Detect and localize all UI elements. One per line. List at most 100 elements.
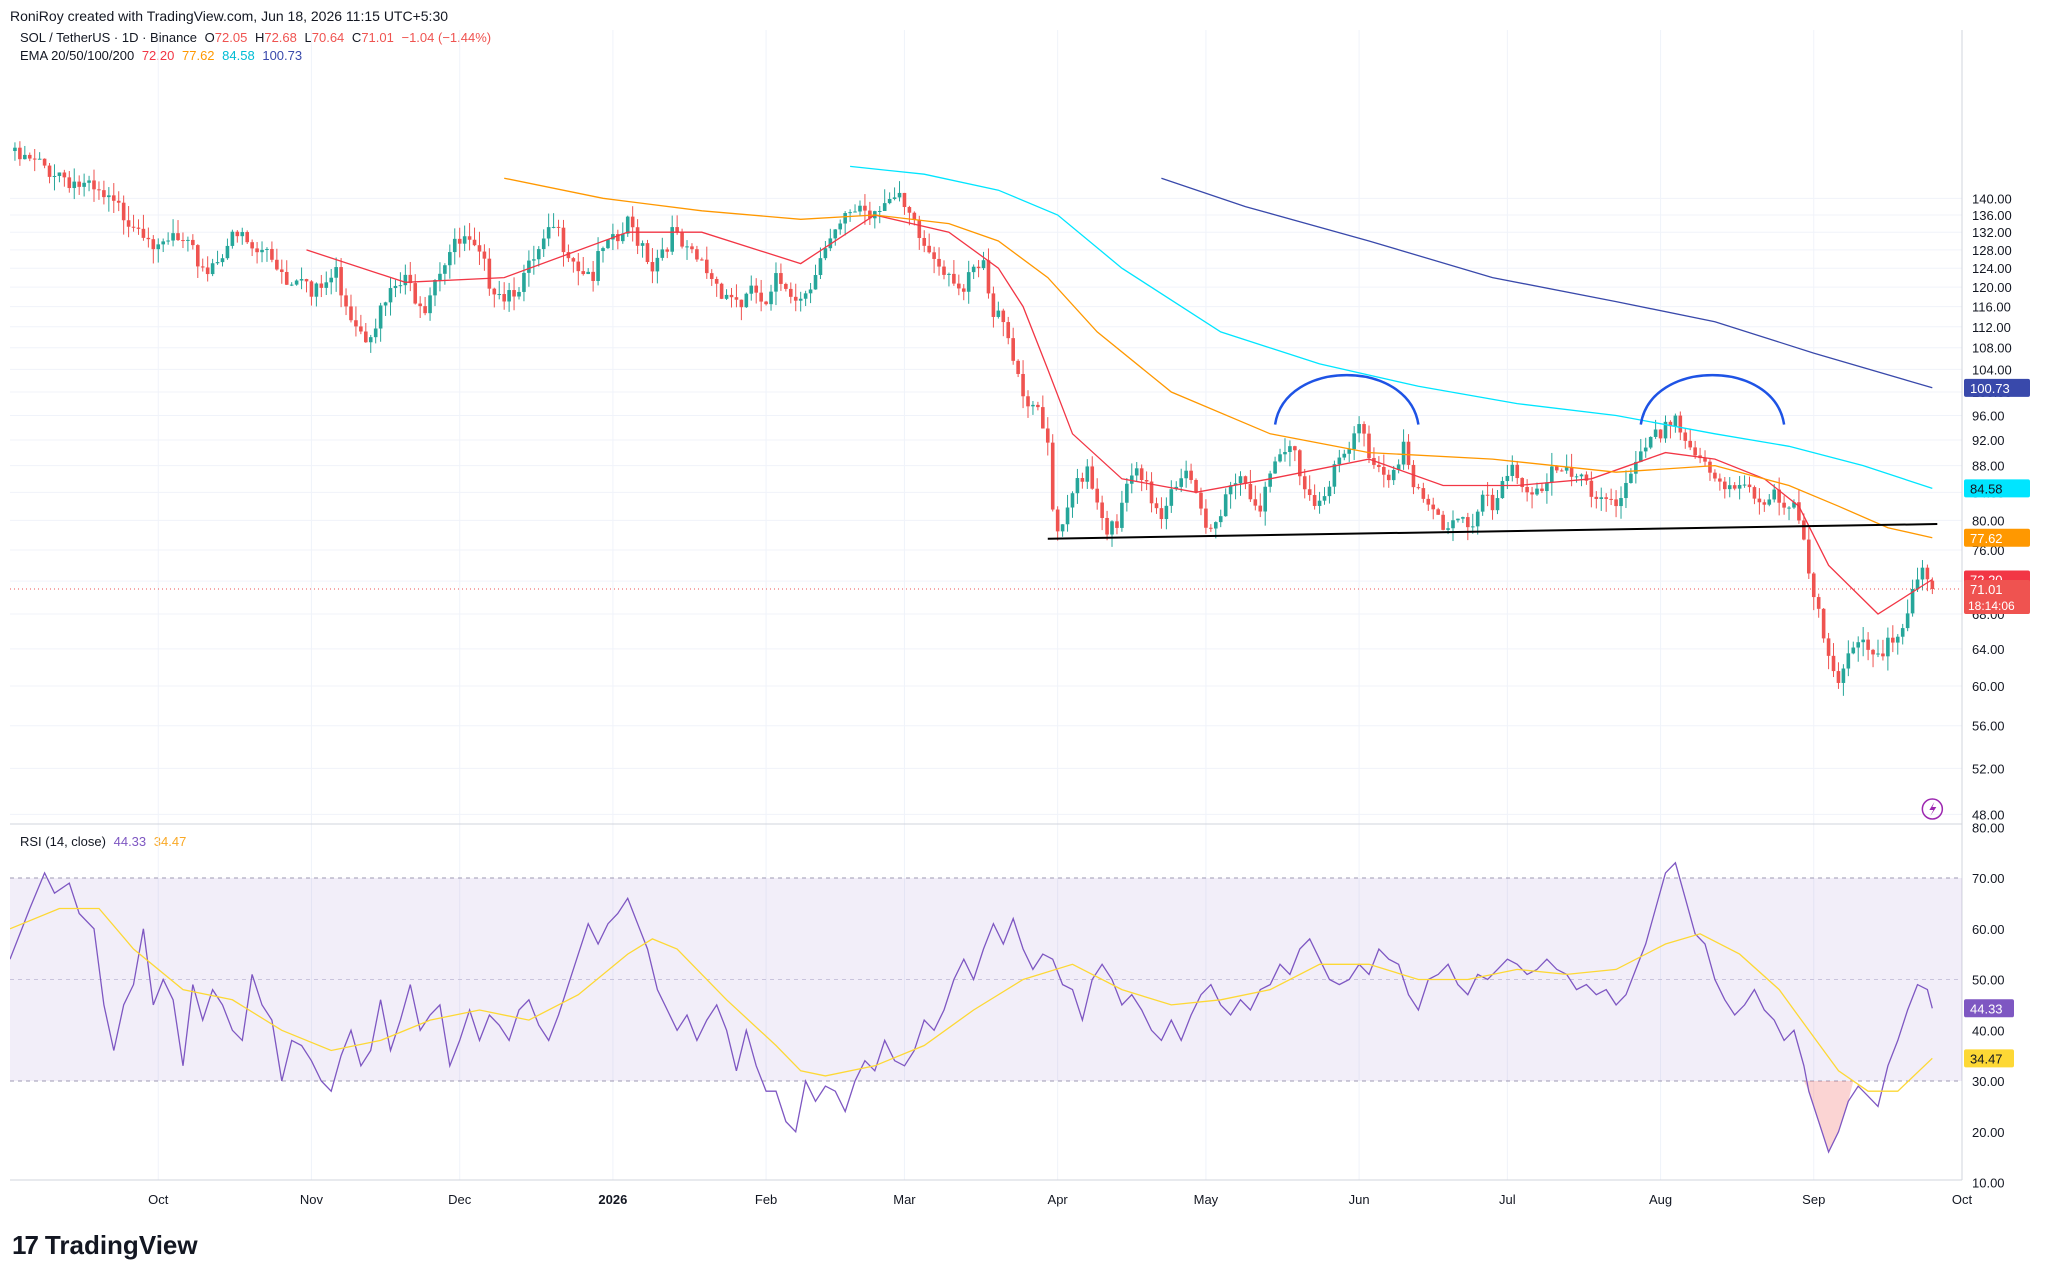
candle-body (1905, 613, 1910, 629)
candle-body (1352, 433, 1356, 450)
candle-body (1624, 482, 1628, 499)
candle-body (1451, 520, 1455, 529)
candle-body (823, 248, 828, 259)
candle-body (690, 246, 694, 250)
candle-body (1110, 521, 1114, 535)
candle-body (1658, 429, 1663, 439)
candle-body (156, 244, 161, 250)
candle-body (255, 248, 259, 253)
candle-body (1248, 483, 1253, 500)
candle-body (1777, 489, 1781, 503)
candle-body (546, 227, 551, 239)
candle-body (1500, 481, 1505, 499)
candle-body (1505, 475, 1510, 482)
candle-body (1638, 451, 1643, 462)
candle-body (561, 227, 566, 253)
candle-body (1367, 433, 1371, 458)
candle-body (1332, 464, 1337, 487)
candle-body (1594, 496, 1599, 499)
tradingview-logo-text: TradingView (44, 1230, 198, 1260)
ema100-value: 84.58 (222, 48, 255, 63)
candle-body (82, 182, 86, 187)
candle-body (1189, 470, 1193, 480)
rsi-tick-7: 10.00 (1972, 1176, 2005, 1191)
price-tag-4: 71.01 (1970, 582, 2003, 597)
candle-body (205, 267, 210, 275)
candle-body (87, 180, 91, 183)
candle-body (1263, 486, 1268, 512)
candle-body (1609, 498, 1613, 500)
candle-body (1727, 485, 1732, 490)
tradingview-logo-mark: 17 (12, 1230, 39, 1260)
candle-body (709, 273, 714, 279)
candle-body (467, 236, 472, 240)
candle-body (1550, 466, 1554, 483)
candle-body (423, 306, 427, 314)
candle-body (1149, 481, 1154, 504)
candle-body (368, 337, 373, 343)
ema200-value: 100.73 (262, 48, 303, 63)
candle-body (1026, 396, 1030, 407)
candle-body (660, 249, 665, 258)
candle-body (1179, 478, 1183, 487)
candle-body (957, 283, 961, 289)
candle-body (1653, 429, 1658, 437)
candle-body (818, 258, 823, 276)
candle-body (1732, 485, 1737, 489)
time-tick-3: 2026 (598, 1192, 627, 1207)
candle-body (853, 211, 857, 213)
candle-body (448, 252, 452, 266)
candle-body (1678, 415, 1683, 433)
candle-body (186, 239, 190, 241)
candle-body (13, 147, 17, 152)
candle-body (1826, 638, 1831, 656)
candle-body (877, 210, 882, 212)
price-tick-11: 96.00 (1972, 408, 2005, 423)
candle-body (1629, 473, 1633, 483)
candle-body (215, 262, 220, 264)
rsi-tick-4: 40.00 (1972, 1023, 2005, 1038)
candle-body (1298, 450, 1302, 477)
price-tag-countdown: 18:14:06 (1968, 599, 2015, 613)
ohlc-low: 70.64 (311, 30, 345, 45)
time-tick-5: Mar (893, 1192, 916, 1207)
candle-body (912, 212, 917, 220)
candle-body (1060, 524, 1065, 532)
candle-body (289, 284, 294, 286)
candle-body (897, 192, 902, 198)
candle-body (398, 285, 403, 287)
candle-body (581, 271, 586, 275)
candle-body (833, 229, 838, 239)
candle-body (1886, 637, 1890, 657)
candle-body (1278, 454, 1282, 462)
candle-body (645, 243, 650, 263)
candle-body (1169, 489, 1174, 506)
candle-body (487, 258, 492, 289)
candle-body (522, 272, 526, 292)
candle-body (1693, 447, 1697, 456)
candle-body (1416, 487, 1421, 489)
ohlc-open: 72.05 (214, 30, 248, 45)
price-tick-21: 56.00 (1972, 719, 2005, 734)
candle-body (625, 216, 630, 234)
candle-body (1767, 499, 1772, 505)
rsi-tick-5: 30.00 (1972, 1074, 2005, 1089)
candle-body (388, 288, 393, 303)
price-tag-0: 100.73 (1970, 381, 2010, 396)
candle-body (240, 232, 245, 237)
tradingview-logo[interactable]: 17 TradingView (12, 1230, 198, 1261)
time-tick-0: Oct (148, 1192, 169, 1207)
candle-body (1802, 520, 1806, 540)
candle-body (1441, 514, 1445, 530)
candle-body (1218, 516, 1223, 523)
price-tick-13: 88.00 (1972, 459, 2005, 474)
candle-body (1634, 461, 1638, 474)
candle-body (517, 291, 521, 297)
candle-body (670, 227, 674, 252)
candle-body (92, 180, 96, 190)
candle-body (966, 272, 971, 292)
candle-body (868, 210, 872, 219)
candle-body (1139, 468, 1144, 481)
candle-body (749, 285, 754, 294)
